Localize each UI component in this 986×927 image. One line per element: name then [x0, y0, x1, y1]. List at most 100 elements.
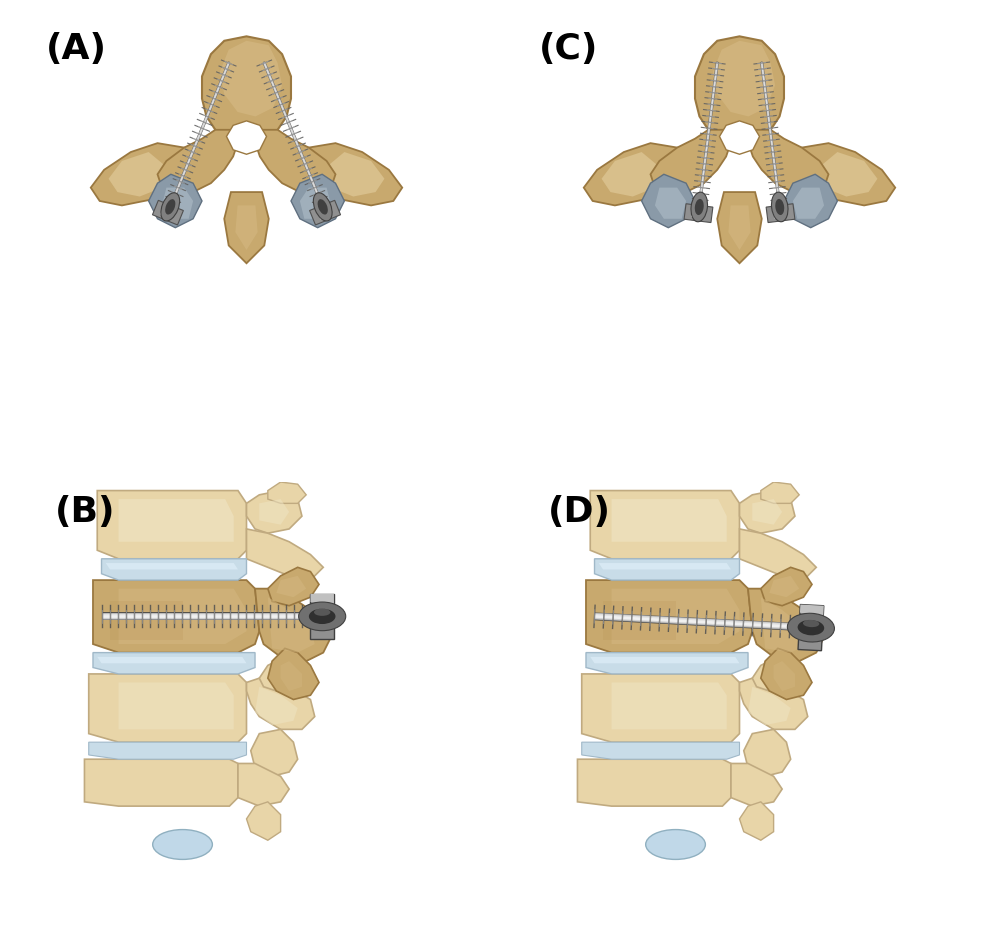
Polygon shape	[748, 589, 824, 661]
Polygon shape	[784, 174, 837, 228]
Polygon shape	[268, 597, 315, 653]
Polygon shape	[611, 589, 740, 644]
Ellipse shape	[299, 602, 346, 630]
Polygon shape	[740, 802, 774, 840]
Polygon shape	[798, 604, 823, 651]
Polygon shape	[89, 674, 246, 743]
Polygon shape	[118, 499, 234, 541]
Polygon shape	[752, 499, 782, 525]
Ellipse shape	[771, 192, 788, 222]
Polygon shape	[220, 41, 282, 117]
Text: (C): (C)	[539, 32, 599, 66]
Polygon shape	[246, 529, 323, 580]
Polygon shape	[315, 206, 326, 220]
Polygon shape	[106, 563, 238, 569]
Polygon shape	[717, 192, 762, 263]
Polygon shape	[586, 580, 752, 653]
Ellipse shape	[646, 830, 705, 859]
Polygon shape	[591, 490, 740, 559]
Polygon shape	[246, 802, 281, 840]
Polygon shape	[259, 657, 302, 691]
Polygon shape	[291, 174, 344, 228]
Polygon shape	[93, 580, 259, 653]
Polygon shape	[102, 559, 246, 580]
Polygon shape	[740, 679, 808, 730]
Polygon shape	[158, 130, 238, 197]
Polygon shape	[250, 730, 298, 776]
Polygon shape	[268, 648, 319, 700]
Polygon shape	[202, 36, 291, 143]
Polygon shape	[642, 174, 695, 228]
Ellipse shape	[314, 609, 330, 616]
Polygon shape	[310, 200, 340, 225]
Polygon shape	[91, 143, 193, 206]
Polygon shape	[584, 143, 686, 206]
Polygon shape	[582, 674, 740, 743]
Ellipse shape	[153, 830, 212, 859]
Polygon shape	[224, 192, 269, 263]
Text: (A): (A)	[46, 32, 107, 66]
Polygon shape	[651, 130, 731, 197]
Polygon shape	[691, 205, 699, 218]
Ellipse shape	[161, 193, 179, 221]
Polygon shape	[160, 202, 171, 217]
Polygon shape	[586, 653, 748, 674]
Polygon shape	[595, 559, 740, 580]
Polygon shape	[591, 657, 740, 664]
Polygon shape	[793, 143, 895, 206]
Polygon shape	[720, 121, 759, 154]
Ellipse shape	[695, 199, 704, 215]
Polygon shape	[236, 206, 257, 250]
Polygon shape	[276, 576, 307, 597]
Polygon shape	[769, 576, 800, 597]
Polygon shape	[93, 653, 255, 674]
Polygon shape	[89, 743, 246, 759]
Polygon shape	[108, 152, 176, 197]
Ellipse shape	[803, 620, 819, 628]
Polygon shape	[771, 206, 781, 219]
Polygon shape	[227, 121, 266, 154]
Polygon shape	[611, 682, 727, 730]
Polygon shape	[268, 482, 307, 503]
Text: (B): (B)	[54, 495, 115, 528]
Polygon shape	[246, 679, 315, 730]
Polygon shape	[255, 589, 331, 661]
Polygon shape	[684, 204, 713, 222]
Polygon shape	[729, 206, 750, 250]
Text: (D): (D)	[547, 495, 610, 528]
Polygon shape	[118, 682, 234, 730]
Polygon shape	[582, 743, 740, 759]
Polygon shape	[300, 143, 402, 206]
Polygon shape	[740, 490, 795, 533]
Polygon shape	[599, 563, 731, 569]
Polygon shape	[246, 490, 302, 533]
Ellipse shape	[788, 614, 834, 642]
Polygon shape	[281, 661, 302, 691]
Polygon shape	[761, 648, 812, 700]
Ellipse shape	[166, 199, 176, 214]
Ellipse shape	[309, 609, 335, 624]
Polygon shape	[761, 567, 812, 605]
Polygon shape	[317, 152, 385, 197]
Polygon shape	[98, 490, 246, 559]
Polygon shape	[731, 764, 782, 806]
Polygon shape	[578, 759, 731, 806]
Polygon shape	[255, 130, 335, 197]
Polygon shape	[748, 687, 791, 725]
Ellipse shape	[775, 199, 784, 215]
Polygon shape	[793, 187, 824, 219]
Polygon shape	[761, 597, 808, 653]
Ellipse shape	[691, 192, 708, 222]
Polygon shape	[238, 764, 289, 806]
Polygon shape	[601, 152, 669, 197]
Polygon shape	[752, 657, 795, 691]
Polygon shape	[98, 657, 246, 664]
Polygon shape	[153, 200, 183, 225]
Ellipse shape	[314, 193, 332, 221]
Ellipse shape	[317, 199, 327, 214]
Polygon shape	[748, 130, 828, 197]
Polygon shape	[259, 499, 289, 525]
Polygon shape	[695, 36, 784, 143]
Polygon shape	[655, 187, 686, 219]
Polygon shape	[713, 41, 775, 117]
